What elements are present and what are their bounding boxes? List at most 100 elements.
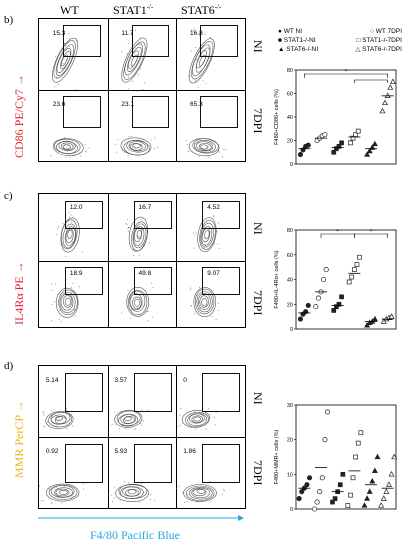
data-point (366, 488, 373, 494)
data-point (357, 254, 362, 260)
gate-box (131, 24, 170, 57)
gate-box (131, 95, 170, 128)
data-point (382, 99, 389, 106)
plot-frame (295, 69, 397, 165)
y-tick-label: 20 (287, 438, 293, 444)
square-filled-icon: ■ (278, 37, 282, 44)
data-point (321, 276, 327, 283)
gate-box (63, 95, 101, 128)
flow-plot-c-r0-c0: 12.0 (39, 194, 108, 261)
data-point (389, 78, 396, 84)
gate-box (133, 444, 172, 484)
contour-plot (185, 138, 227, 158)
panel-b-row-ni: NI (251, 40, 265, 53)
contour-plot (52, 31, 78, 90)
panel-d-letter: d) (4, 360, 14, 372)
flow-plot-c-r1-c1: 49.8 (108, 261, 177, 328)
gate-percent: 16.8 (190, 29, 203, 37)
data-point (354, 262, 360, 268)
data-point (305, 302, 311, 309)
contour-plot (189, 28, 215, 88)
contour-plot (177, 408, 217, 430)
data-point (315, 295, 321, 301)
y-tick-label: 20 (287, 139, 293, 145)
y-tick-label: 0 (290, 507, 293, 513)
y-tick-label: 60 (287, 92, 293, 98)
data-point (358, 430, 364, 436)
gate-percent: 3.57 (114, 376, 128, 384)
data-point (385, 481, 392, 487)
contour-plot (39, 483, 85, 504)
data-point (387, 84, 394, 90)
data-point (348, 140, 353, 146)
data-point (314, 499, 320, 505)
contour-plot (114, 135, 158, 157)
legend: ● WT NI ○ WT 7DPI ■ STAT1-/-NI □ STAT1-/… (278, 27, 402, 54)
scatter-chart-il4ra: 0 20 40 60 80 F480+IL-4Rα+ cells (%) * * (274, 228, 397, 333)
gate-percent: 15.3 (52, 29, 66, 37)
triangle-open-icon: △ (355, 46, 361, 53)
data-point (380, 495, 387, 501)
panel-d-ylabel: MMR PerCP → (12, 400, 26, 478)
data-point (299, 489, 305, 495)
data-point (334, 304, 339, 310)
gate-box (65, 267, 103, 296)
significance-bracket (304, 73, 388, 78)
data-point (351, 267, 357, 272)
flow-plot-b-r0-c2: 16.8 (176, 19, 245, 90)
data-point (313, 304, 319, 310)
gate-percent: 0.92 (45, 447, 59, 455)
y-tick-label: 40 (287, 278, 293, 284)
gate-percent: 12.0 (69, 203, 83, 211)
gate-percent: 9.07 (207, 270, 220, 278)
data-point (371, 467, 378, 474)
data-point (378, 502, 385, 508)
y-axis-label: F480+IL-4Rα+ cells (%) (274, 250, 280, 308)
y-tick-label: 80 (287, 68, 293, 74)
legend-item-wt-ni: ● WT NI (278, 28, 303, 35)
legend-item-stat1-7dpi: □ STAT1-/-7DPI (356, 37, 402, 44)
panel-b-flow-grid: 15.3 11.7 16.8 23.6 23.1 65.3 (38, 18, 246, 162)
legend-item-stat6-7dpi: △ STAT6-/-7DPI (355, 46, 402, 53)
legend-item-stat1-ni: ■ STAT1-/-NI (278, 37, 316, 44)
gate-percent: 23.1 (121, 100, 135, 108)
data-point (317, 489, 323, 495)
contour-plot (176, 481, 226, 504)
data-point (336, 301, 342, 307)
significance-bracket (354, 233, 388, 238)
y-axis-label: F480+CD86+ cells (%) (274, 89, 280, 145)
flow-plot-d-r1-c1: 5.93 (107, 437, 177, 508)
flow-plot-c-r0-c2: 4.52 (176, 194, 245, 261)
data-point (304, 482, 310, 488)
significance-star: * (345, 69, 348, 75)
data-point (336, 144, 342, 149)
panel-d-row-7dpi: 7DPI (251, 460, 265, 486)
gate-box (202, 267, 241, 296)
flow-plot-d-r0-c2: 0 (176, 366, 245, 437)
panel-b-row-7dpi: 7DPI (251, 108, 265, 134)
data-point (371, 140, 378, 147)
contour-plot (190, 286, 220, 320)
flow-plot-d-r0-c1: 3.57 (108, 366, 177, 437)
data-point (364, 495, 371, 501)
panel-d-xlabel: F4/80 Pacific Blue (90, 528, 180, 542)
data-point (388, 471, 395, 477)
gate-percent: 5.93 (114, 447, 128, 455)
gate-percent: 11.7 (121, 29, 134, 37)
significance-star: * (336, 229, 339, 235)
data-point (374, 453, 381, 460)
contour-plot (107, 481, 155, 503)
gate-percent: 4.52 (207, 203, 220, 211)
data-point (324, 409, 331, 415)
data-point (297, 152, 303, 158)
data-point (306, 475, 313, 481)
plot-frame (295, 229, 397, 330)
plot-frame (295, 404, 397, 510)
gate-percent: 5.14 (45, 376, 59, 384)
gate-percent: 0 (183, 376, 187, 384)
flow-plot-d-r1-c0: 0.92 (39, 437, 108, 508)
data-point (334, 146, 339, 152)
data-point (383, 488, 390, 494)
data-point (353, 454, 358, 460)
panel-c-flow-grid: 12.0 16.7 4.52 18.9 49.8 9.07 (38, 193, 246, 328)
